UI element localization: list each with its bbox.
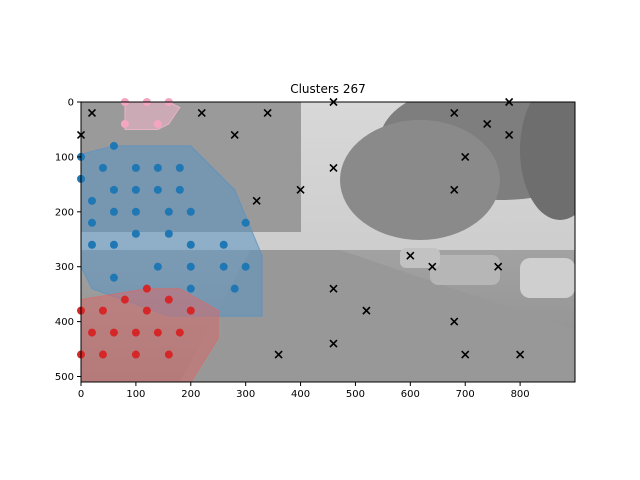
y-tick-label: 300	[55, 262, 74, 273]
x-tick-label: 200	[181, 389, 200, 400]
x-tick-label: 800	[511, 389, 530, 400]
cluster-1-point-26	[186, 262, 195, 271]
cluster-1-point-12	[87, 218, 96, 227]
cluster-1-point-4	[131, 163, 140, 172]
noise-point-10	[329, 339, 338, 348]
x-axis: 0 100 200 300 400 500 600 700 800	[78, 382, 530, 400]
x-tick-label: 500	[346, 389, 365, 400]
cluster-1-point-29	[186, 284, 195, 293]
noise-point-11	[274, 350, 283, 359]
cluster-0-point-4	[153, 119, 162, 128]
noise-point-20	[505, 130, 514, 140]
noise-point-2	[197, 108, 206, 118]
cluster-0-point-3	[120, 119, 129, 128]
y-tick-label: 400	[55, 317, 74, 328]
y-tick-label: 0	[68, 98, 74, 109]
cluster-2-point-1	[120, 295, 129, 304]
cluster-2-point-11	[175, 328, 184, 337]
noise-point-18	[483, 119, 492, 129]
cluster-2-point-0	[142, 284, 151, 293]
noise-point-13	[406, 251, 415, 260]
cluster-1-point-16	[186, 207, 195, 216]
cluster-1-point-13	[109, 207, 118, 216]
cluster-1-point-18	[87, 240, 96, 249]
noise-point-16	[450, 185, 459, 194]
cluster-1-point-22	[186, 240, 195, 249]
plot-frame	[80, 101, 576, 383]
cluster-1-point-8	[109, 185, 118, 194]
y-tick-label: 200	[55, 207, 74, 218]
x-tick-label: 300	[236, 389, 255, 400]
cluster-2-point-15	[164, 350, 173, 359]
cluster-1-point-11	[175, 185, 184, 194]
cluster-hull-2	[80, 288, 219, 383]
cluster-2-point-7	[87, 328, 96, 337]
cluster-1-point-5	[153, 163, 162, 172]
noise-point-24	[516, 350, 525, 359]
noise-point-23	[461, 350, 470, 359]
noise-point-5	[252, 196, 261, 205]
cluster-2-point-14	[131, 350, 140, 359]
cluster-1-point-7	[87, 196, 96, 205]
cluster-1-point-24	[109, 273, 118, 282]
cluster-1-point-1	[109, 141, 118, 150]
cluster-2-point-6	[186, 306, 195, 315]
noise-point-17	[461, 152, 470, 161]
x-tick-label: 600	[401, 389, 420, 400]
noise-point-8	[329, 163, 338, 172]
cluster-1-point-14	[131, 207, 140, 216]
cluster-1-point-6	[175, 163, 184, 172]
cluster-1-point-17	[241, 218, 250, 227]
cluster-2-point-10	[153, 328, 162, 337]
y-tick-label: 500	[55, 372, 74, 383]
cluster-1-point-23	[219, 240, 228, 249]
cluster-2-point-9	[131, 328, 140, 337]
cluster-1-point-25	[153, 262, 162, 271]
cluster-1-point-3	[98, 163, 107, 172]
cluster-2-point-8	[109, 328, 118, 337]
noise-point-6	[296, 185, 305, 194]
cluster-1-point-20	[131, 229, 140, 238]
noise-point-22	[450, 317, 459, 326]
cluster-2-point-4	[98, 306, 107, 315]
cluster-1-point-28	[241, 262, 250, 271]
noise-point-15	[450, 108, 459, 118]
noise-point-1	[87, 108, 97, 118]
noise-point-12	[362, 306, 371, 315]
noise-point-9	[329, 284, 338, 293]
y-axis: 0 100 200 300 400 500	[55, 98, 81, 383]
cluster-1-point-30	[230, 284, 239, 293]
cluster-2-point-13	[98, 350, 107, 359]
cluster-1-point-21	[164, 229, 173, 238]
cluster-1-point-19	[109, 240, 118, 249]
x-tick-label: 700	[456, 389, 475, 400]
y-tick-label: 100	[55, 152, 74, 163]
data-points	[76, 97, 525, 359]
cluster-1-point-10	[153, 185, 162, 194]
x-tick-label: 100	[126, 389, 145, 400]
x-tick-label: 400	[291, 389, 310, 400]
cluster-1-point-9	[131, 185, 140, 194]
cluster-2-point-5	[142, 306, 151, 315]
cluster-1-point-15	[164, 207, 173, 216]
cluster-1-point-27	[219, 262, 228, 271]
chart-title: Clusters 267	[290, 82, 366, 96]
noise-point-4	[263, 108, 272, 118]
cluster-2-point-2	[164, 295, 173, 304]
noise-point-21	[494, 262, 503, 271]
noise-point-3	[230, 130, 239, 140]
x-tick-label: 0	[78, 389, 84, 400]
noise-point-14	[428, 262, 437, 271]
